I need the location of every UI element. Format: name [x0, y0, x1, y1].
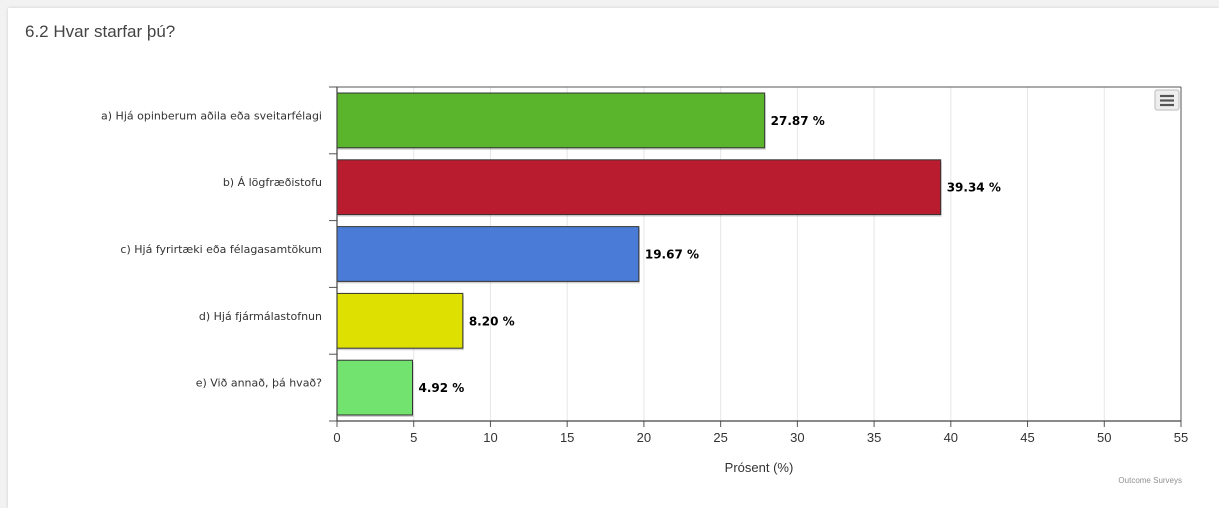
data-label: 27.87 % — [771, 114, 825, 128]
bar[interactable] — [336, 292, 464, 349]
x-tick-label: 20 — [637, 430, 651, 445]
category-label: e) Við annað, þá hvað? — [196, 377, 322, 390]
category-label: c) Hjá fyrirtæki eða félagasamtökum — [120, 243, 322, 256]
x-tick-label: 55 — [1174, 430, 1188, 445]
bar[interactable] — [336, 159, 942, 216]
axes — [329, 86, 1182, 427]
bar[interactable] — [336, 226, 640, 282]
data-label: 39.34 % — [947, 181, 1001, 195]
bars — [336, 92, 942, 417]
x-tick-label: 40 — [944, 430, 958, 445]
x-axis-title: Prósent (%) — [725, 460, 794, 475]
menu-button[interactable] — [1154, 89, 1180, 111]
labels: 0 5 10 15 20 25 30 35 40 45 50 55 27.87 % a) Hjá opin… — [101, 109, 1188, 445]
category-label: a) Hjá opinberum aðila eða sveitarfélagi — [101, 109, 322, 122]
bar[interactable] — [336, 359, 413, 416]
x-tick-label: 15 — [560, 430, 574, 445]
question-title: 6.2 Hvar starfar þú? — [25, 22, 176, 41]
x-tick-label: 10 — [483, 430, 497, 445]
data-label: 8.20 % — [469, 314, 515, 328]
x-tick-label: 5 — [410, 430, 417, 445]
x-tick-label: 45 — [1020, 430, 1034, 445]
x-tick-label: 50 — [1097, 430, 1111, 445]
data-label: 4.92 % — [418, 381, 464, 395]
credit-label: Outcome Surveys — [1118, 476, 1182, 485]
x-tick-label: 25 — [713, 430, 727, 445]
x-tick-label: 30 — [790, 430, 804, 445]
category-label: d) Hjá fjármálastofnun — [199, 310, 322, 323]
hamburger-menu-icon — [1160, 94, 1174, 107]
category-label: b) Á lögfræðistofu — [223, 176, 322, 189]
x-tick-label: 35 — [867, 430, 881, 445]
x-tick-label: 0 — [333, 430, 340, 445]
bar[interactable] — [336, 92, 766, 149]
data-label: 19.67 % — [645, 248, 699, 262]
